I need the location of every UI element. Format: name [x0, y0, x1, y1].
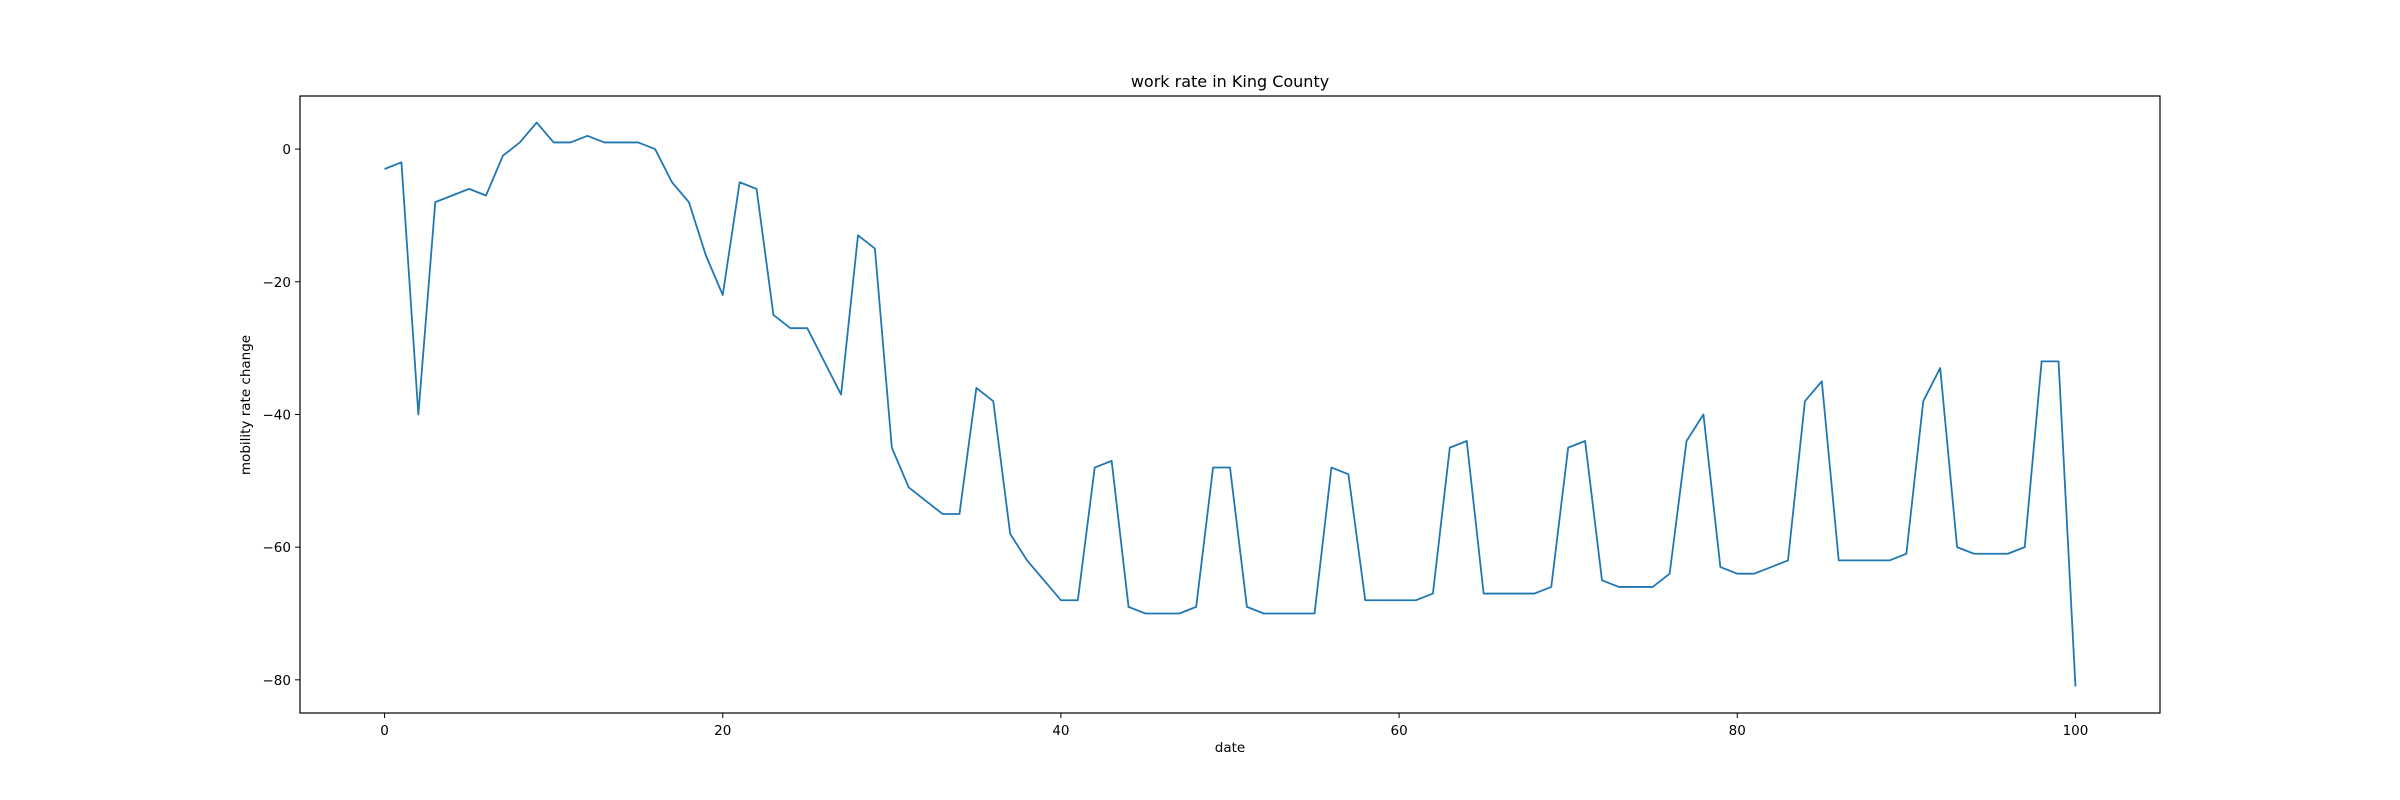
- x-tick-label: 0: [380, 723, 389, 739]
- series-line: [384, 121, 2077, 687]
- y-axis: 0 −20 −40 −60 −80: [263, 142, 300, 689]
- x-tick-label: 20: [714, 723, 731, 739]
- y-tick-label: −40: [263, 407, 292, 423]
- y-tick-label: −80: [263, 673, 292, 689]
- x-tick-label: 40: [1052, 723, 1069, 739]
- x-tick-label: 100: [2063, 723, 2089, 739]
- y-tick-label: −20: [263, 275, 292, 291]
- chart-title: work rate in King County: [1131, 72, 1329, 91]
- plot-frame: [299, 95, 2161, 714]
- y-axis-label: mobility rate change: [238, 335, 254, 475]
- x-tick-label: 80: [1729, 723, 1746, 739]
- x-axis: 0 20 40 60 80 100: [380, 713, 2088, 739]
- y-tick-label: −60: [263, 540, 292, 556]
- y-tick-label: 0: [282, 142, 291, 158]
- x-tick-label: 60: [1390, 723, 1407, 739]
- x-axis-label: date: [1215, 740, 1245, 756]
